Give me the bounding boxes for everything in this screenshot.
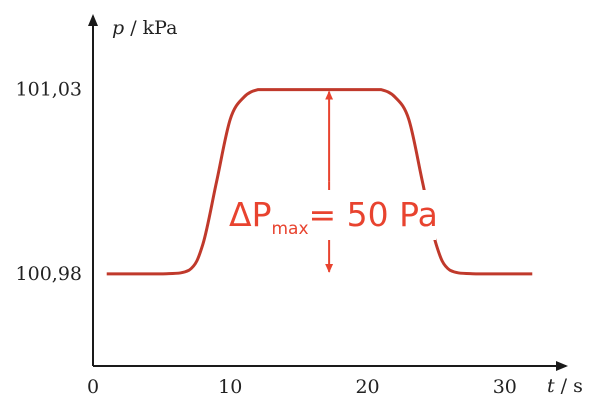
annotation-background bbox=[226, 190, 436, 240]
delta-p-max-annotation: ΔPmax= 50 Pa bbox=[229, 195, 438, 239]
x-axis-label: t / s bbox=[547, 375, 583, 397]
pressure-curve bbox=[106, 88, 533, 276]
x-tick-label: 10 bbox=[218, 376, 242, 398]
x-tick-label: 30 bbox=[493, 376, 517, 398]
y-tick-label: 100,98 bbox=[16, 263, 82, 285]
y-axis-label: p / kPa bbox=[112, 17, 177, 39]
tick-labels: 0 10 20 30 100,98 101,03 bbox=[16, 79, 517, 398]
y-tick-label: 101,03 bbox=[16, 79, 82, 101]
x-tick-label: 0 bbox=[87, 376, 99, 398]
x-tick-label: 20 bbox=[355, 376, 379, 398]
